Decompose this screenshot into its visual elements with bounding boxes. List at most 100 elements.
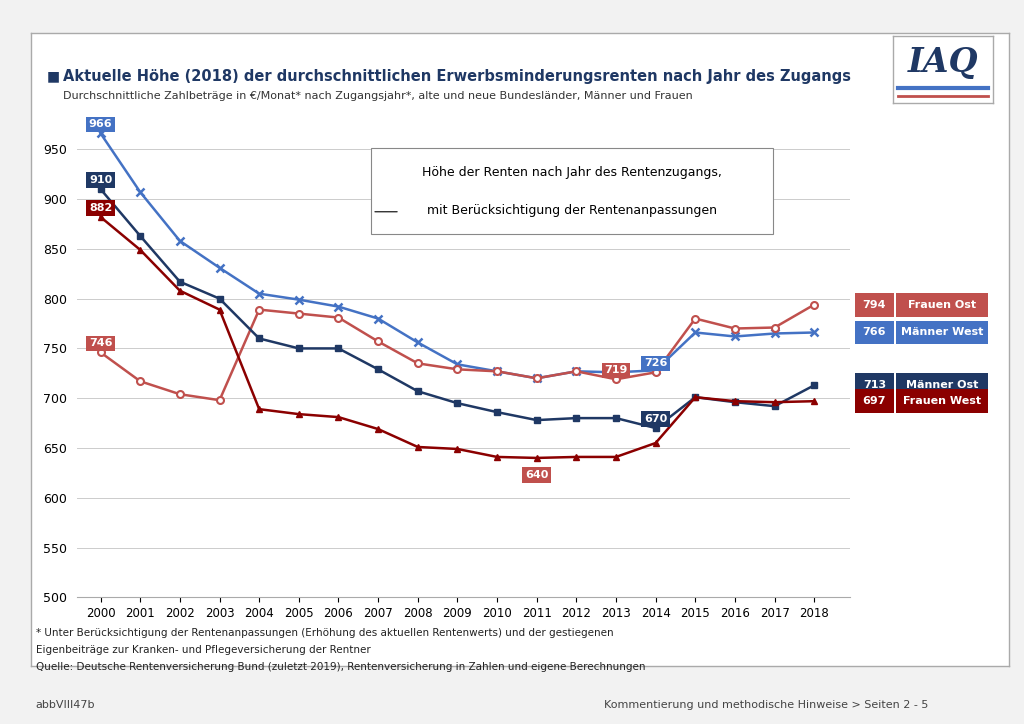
- Frauen West: [372, 425, 384, 434]
- Text: 910: 910: [89, 175, 113, 185]
- Männer Ost: [253, 334, 265, 343]
- Männer Ost: [490, 408, 503, 416]
- Frauen Ost: [729, 324, 741, 333]
- Frauen Ost: [808, 300, 820, 309]
- Männer West: [689, 328, 701, 337]
- Männer West: [530, 374, 543, 383]
- Frauen Ost: [94, 348, 106, 357]
- Frauen West: [649, 439, 662, 447]
- Frauen West: [333, 413, 345, 421]
- Frauen West: [134, 245, 146, 254]
- Männer Ost: [649, 424, 662, 432]
- Text: Durchschnittliche Zahlbeträge in €/Monat* nach Zugangsjahr*, alte und neue Bunde: Durchschnittliche Zahlbeträge in €/Monat…: [63, 90, 693, 101]
- Männer West: [94, 129, 106, 138]
- Text: Kommentierung und methodische Hinweise > Seiten 2 - 5: Kommentierung und methodische Hinweise >…: [604, 700, 929, 710]
- Frauen West: [570, 452, 583, 461]
- Männer Ost: [412, 387, 424, 395]
- Frauen Ost: [649, 368, 662, 376]
- Line: Frauen Ost: Frauen Ost: [97, 301, 818, 404]
- Männer Ost: [729, 398, 741, 407]
- Text: 640: 640: [525, 470, 549, 480]
- Männer Ost: [570, 414, 583, 423]
- Text: mit Berücksichtigung der Rentenanpassungen: mit Berücksichtigung der Rentenanpassung…: [427, 203, 717, 216]
- Männer West: [452, 360, 464, 369]
- Frauen Ost: [174, 390, 186, 398]
- Männer Ost: [293, 344, 305, 353]
- Text: Höhe der Renten nach Jahr des Rentenzugangs,: Höhe der Renten nach Jahr des Rentenzuga…: [422, 166, 722, 179]
- Text: 766: 766: [863, 327, 886, 337]
- Frauen Ost: [333, 313, 345, 322]
- Text: * Unter Berücksichtigung der Rentenanpassungen (Erhöhung des aktuellen Rentenwer: * Unter Berücksichtigung der Rentenanpas…: [36, 628, 613, 638]
- Frauen West: [490, 452, 503, 461]
- Frauen West: [253, 405, 265, 413]
- Frauen West: [174, 287, 186, 295]
- Line: Männer West: Männer West: [96, 129, 818, 382]
- Frauen West: [768, 398, 780, 407]
- Männer Ost: [610, 414, 623, 423]
- Frauen Ost: [610, 375, 623, 384]
- Line: Frauen West: Frauen West: [97, 214, 818, 461]
- Frauen Ost: [570, 367, 583, 376]
- Männer West: [372, 314, 384, 323]
- Männer West: [570, 367, 583, 376]
- Text: 670: 670: [644, 414, 668, 424]
- Text: Eigenbeiträge zur Kranken- und Pflegeversicherung der Rentner: Eigenbeiträge zur Kranken- und Pflegever…: [36, 645, 371, 655]
- Frauen West: [94, 213, 106, 222]
- Frauen Ost: [689, 314, 701, 323]
- Text: 746: 746: [89, 338, 113, 348]
- Männer West: [649, 366, 662, 375]
- Frauen Ost: [490, 367, 503, 376]
- Männer Ost: [372, 365, 384, 374]
- Text: 713: 713: [863, 380, 886, 390]
- Frauen Ost: [412, 359, 424, 368]
- Frauen Ost: [372, 337, 384, 346]
- Männer Ost: [452, 399, 464, 408]
- Text: IAQ: IAQ: [908, 46, 978, 80]
- Männer Ost: [333, 344, 345, 353]
- Männer West: [412, 338, 424, 347]
- Männer West: [333, 303, 345, 311]
- Text: Aktuelle Höhe (2018) der durchschnittlichen Erwerbsminderungsrenten nach Jahr de: Aktuelle Höhe (2018) der durchschnittlic…: [63, 69, 852, 83]
- Frauen West: [452, 445, 464, 453]
- Text: ■: ■: [47, 69, 60, 83]
- Frauen West: [530, 453, 543, 463]
- Frauen West: [293, 410, 305, 418]
- Frauen West: [213, 306, 225, 314]
- Männer Ost: [134, 232, 146, 240]
- Frauen West: [689, 393, 701, 402]
- Männer Ost: [530, 416, 543, 424]
- Text: 719: 719: [604, 366, 628, 375]
- Frauen Ost: [293, 309, 305, 318]
- Text: 726: 726: [644, 358, 668, 369]
- Männer West: [134, 188, 146, 196]
- Text: Männer West: Männer West: [901, 327, 983, 337]
- Frauen Ost: [768, 323, 780, 332]
- Text: 882: 882: [89, 203, 113, 213]
- Frauen West: [808, 397, 820, 405]
- Männer West: [610, 368, 623, 376]
- Frauen Ost: [134, 377, 146, 386]
- Männer West: [213, 264, 225, 272]
- Frauen West: [610, 452, 623, 461]
- Text: 794: 794: [863, 300, 886, 310]
- Männer Ost: [94, 185, 106, 193]
- Text: Männer Ost: Männer Ost: [906, 380, 978, 390]
- Text: 697: 697: [863, 396, 886, 406]
- Text: Quelle: Deutsche Rentenversicherung Bund (zuletzt 2019), Rentenversicherung in Z: Quelle: Deutsche Rentenversicherung Bund…: [36, 662, 645, 673]
- Text: Frauen West: Frauen West: [903, 396, 981, 406]
- Männer West: [768, 329, 780, 338]
- Männer Ost: [213, 295, 225, 303]
- Männer West: [808, 328, 820, 337]
- Text: Frauen Ost: Frauen Ost: [908, 300, 976, 310]
- Frauen Ost: [452, 365, 464, 374]
- Line: Männer Ost: Männer Ost: [97, 185, 818, 432]
- Männer Ost: [174, 277, 186, 286]
- Männer West: [174, 237, 186, 245]
- Frauen Ost: [530, 374, 543, 383]
- Männer West: [253, 290, 265, 298]
- Frauen Ost: [213, 396, 225, 405]
- Männer Ost: [689, 393, 701, 402]
- Männer West: [490, 367, 503, 376]
- FancyBboxPatch shape: [371, 148, 772, 234]
- Männer West: [293, 295, 305, 304]
